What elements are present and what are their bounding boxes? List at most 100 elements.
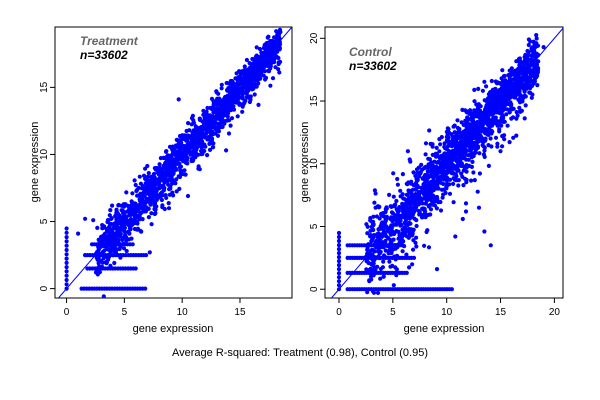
control-data-point — [475, 124, 480, 129]
control-data-point — [407, 265, 412, 270]
control-data-point — [534, 36, 539, 41]
control-x-axis: 0 5 10 15 20 — [336, 298, 560, 318]
control-data-point — [414, 218, 419, 223]
control-data-point — [430, 200, 435, 205]
control-data-point — [517, 92, 522, 97]
treatment-data-point — [181, 136, 186, 141]
control-data-point — [381, 274, 386, 279]
treatment-data-point — [127, 226, 132, 231]
control-data-point — [414, 235, 419, 240]
treatment-data-point — [170, 157, 175, 162]
treatment-data-point — [129, 202, 135, 207]
control-data-point — [336, 255, 342, 260]
treatment-data-point — [157, 162, 162, 167]
treatment-data-point — [253, 61, 258, 66]
treatment-data-point — [137, 217, 142, 222]
treatment-data-point — [185, 155, 190, 161]
control-data-point — [493, 79, 498, 84]
control-data-point — [469, 178, 474, 183]
control-data-point — [383, 219, 388, 224]
treatment-data-point — [103, 260, 108, 265]
treatment-data-point — [223, 111, 228, 116]
control-data-point — [528, 39, 533, 44]
treatment-data-point — [175, 138, 180, 143]
control-data-point — [442, 141, 447, 146]
control-x-axis-label: gene expression — [404, 323, 485, 335]
control-data-point — [434, 206, 439, 211]
control-data-point — [442, 169, 448, 174]
treatment-data-point — [268, 83, 273, 88]
treatment-outlier-point — [147, 250, 152, 255]
control-data-point — [422, 195, 427, 200]
treatment-data-point — [270, 51, 275, 56]
treatment-data-point — [205, 153, 210, 158]
control-data-point — [388, 264, 393, 269]
treatment-data-point — [109, 230, 114, 235]
control-data-point — [381, 259, 386, 264]
treatment-data-point — [265, 41, 270, 46]
control-data-point — [440, 195, 445, 200]
control-data-point — [493, 95, 498, 100]
control-data-point — [508, 83, 513, 88]
treatment-data-point — [105, 246, 110, 251]
control-data-point — [371, 223, 376, 228]
control-data-point — [488, 119, 493, 124]
treatment-data-point — [194, 126, 199, 131]
control-data-point — [442, 177, 447, 182]
control-data-point — [497, 129, 502, 134]
control-data-point — [381, 240, 386, 245]
control-data-point — [377, 216, 382, 221]
treatment-data-point — [137, 174, 142, 179]
treatment-data-point — [256, 102, 261, 107]
treatment-data-point — [268, 39, 273, 44]
control-data-point — [484, 84, 489, 89]
treatment-data-point — [101, 225, 106, 230]
treatment-data-point — [228, 123, 233, 128]
treatment-data-point — [234, 71, 239, 76]
control-data-point — [411, 170, 416, 175]
control-data-point — [423, 215, 428, 220]
control-data-point — [464, 165, 469, 170]
control-data-point — [399, 222, 404, 227]
control-data-point — [498, 89, 504, 94]
control-outlier-point — [488, 243, 493, 248]
treatment-outlier-point — [264, 45, 269, 50]
control-data-point — [477, 151, 482, 156]
control-data-point — [515, 113, 520, 118]
control-data-point — [507, 140, 512, 145]
control-data-point — [413, 192, 418, 197]
treatment-data-point — [64, 252, 69, 257]
treatment-data-point — [201, 134, 206, 139]
treatment-y-tick-label: 5 — [39, 218, 50, 224]
control-data-point — [434, 153, 439, 158]
treatment-data-point — [196, 164, 201, 169]
control-data-point — [485, 128, 490, 133]
treatment-data-point — [114, 209, 119, 214]
control-data-point — [485, 132, 490, 137]
control-data-point — [505, 87, 510, 92]
control-data-point — [520, 85, 525, 90]
control-data-point — [472, 99, 477, 104]
treatment-data-point — [152, 201, 158, 206]
control-data-point — [400, 201, 405, 206]
treatment-data-point — [262, 69, 267, 74]
treatment-data-point — [147, 184, 152, 189]
treatment-data-point — [272, 35, 277, 40]
control-data-point — [447, 191, 453, 196]
control-data-point — [416, 202, 421, 207]
control-data-point — [533, 44, 538, 50]
control-data-point — [438, 208, 444, 213]
control-data-point — [509, 68, 514, 73]
control-data-point — [404, 227, 410, 232]
control-data-point — [368, 233, 373, 238]
control-data-point — [336, 275, 342, 280]
control-data-point — [448, 160, 453, 165]
treatment-data-point — [195, 140, 200, 145]
treatment-data-point — [149, 174, 154, 179]
treatment-data-point — [230, 88, 235, 94]
treatment-plot-frame — [54, 26, 293, 299]
control-data-point — [430, 142, 435, 147]
treatment-data-point — [212, 102, 217, 108]
control-outlier-point — [498, 149, 503, 154]
treatment-x-tick-label: 5 — [122, 307, 128, 318]
